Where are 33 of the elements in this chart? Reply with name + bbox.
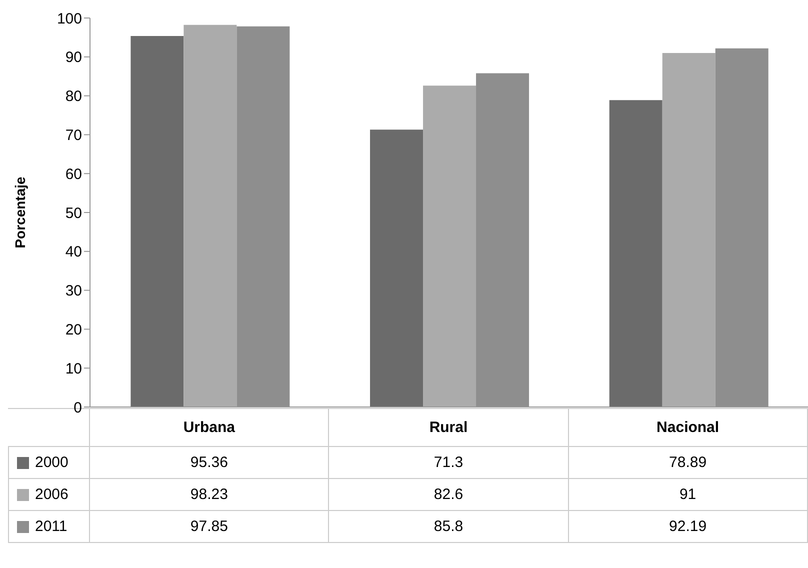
y-tick-label: 80 [65, 88, 82, 106]
y-tick-label: 60 [65, 166, 82, 183]
y-tick-label: 30 [65, 282, 82, 300]
bar [662, 53, 716, 407]
data-label: 71.3 [329, 447, 569, 479]
legend-label: 2011 [35, 518, 68, 535]
data-label: 97.85 [90, 511, 330, 543]
y-tick-label: 10 [65, 360, 82, 378]
x-tick-label: Rural [329, 409, 569, 447]
y-tick-label: 0 [74, 399, 82, 416]
data-label: 98.23 [90, 479, 330, 511]
bar [130, 36, 184, 407]
bar [184, 24, 237, 407]
x-tick-label: Urbana [90, 409, 330, 447]
y-tick-label: 40 [65, 244, 82, 261]
bar [423, 86, 476, 407]
data-label: 82.6 [329, 479, 569, 511]
data-label: 92.19 [568, 511, 808, 543]
y-axis-title: Porcentaje [12, 176, 28, 248]
bar [609, 100, 662, 407]
y-tick-label: 50 [65, 204, 82, 222]
legend-label: 2000 [35, 454, 68, 471]
data-label: 95.36 [90, 447, 330, 479]
y-tick-label: 70 [65, 127, 82, 144]
data-label: 78.89 [568, 447, 808, 479]
legend-label: 2006 [35, 486, 68, 503]
x-tick-label: Nacional [568, 409, 808, 447]
y-tick-label: 90 [65, 49, 82, 66]
y-tick-label: 100 [56, 10, 82, 28]
data-label: 91 [568, 479, 808, 511]
bar [370, 130, 424, 407]
data-label: 85.8 [329, 511, 569, 543]
y-tick-label: 20 [65, 322, 82, 339]
